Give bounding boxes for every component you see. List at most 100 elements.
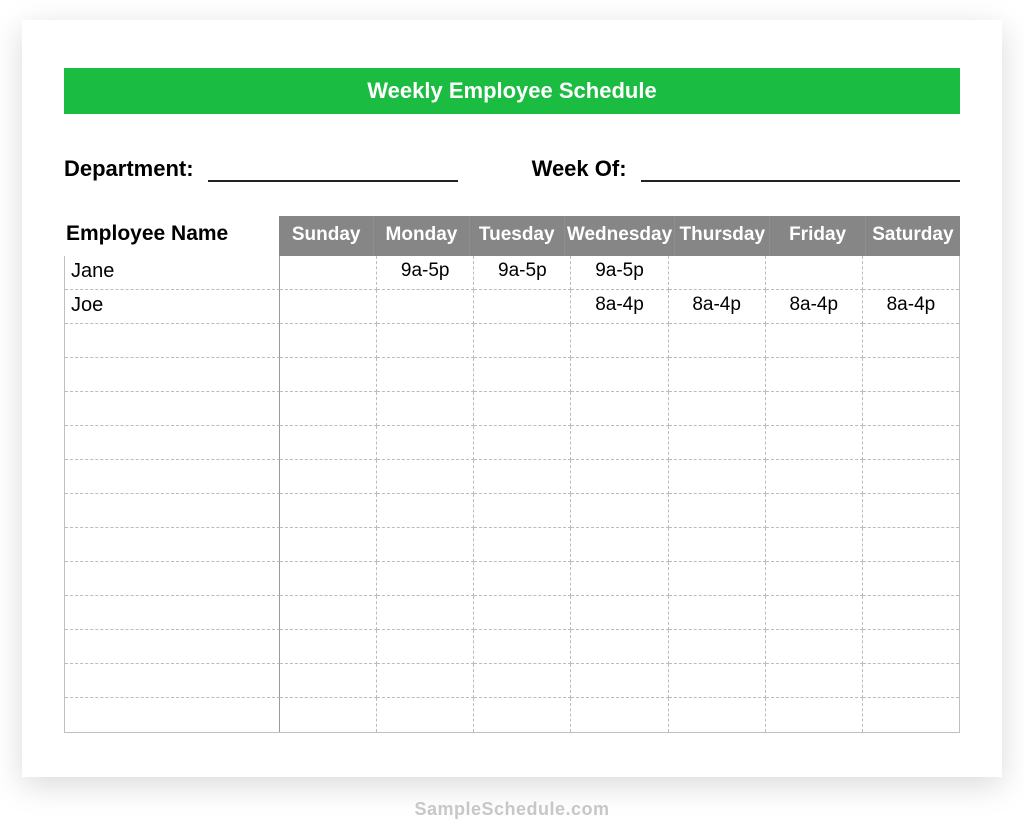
schedule-cell[interactable] <box>377 596 474 630</box>
schedule-cell[interactable] <box>669 664 766 698</box>
schedule-cell[interactable]: 8a-4p <box>863 290 959 324</box>
employee-name-cell[interactable] <box>65 494 280 528</box>
schedule-cell[interactable] <box>571 392 668 426</box>
schedule-cell[interactable] <box>863 494 959 528</box>
schedule-cell[interactable] <box>280 664 377 698</box>
schedule-cell[interactable] <box>474 562 571 596</box>
schedule-cell[interactable] <box>863 698 959 732</box>
employee-name-cell[interactable] <box>65 426 280 460</box>
schedule-cell[interactable] <box>377 324 474 358</box>
schedule-cell[interactable] <box>669 698 766 732</box>
employee-name-cell[interactable] <box>65 698 280 732</box>
schedule-cell[interactable]: 9a-5p <box>377 256 474 290</box>
schedule-cell[interactable] <box>280 392 377 426</box>
schedule-cell[interactable] <box>474 494 571 528</box>
schedule-cell[interactable] <box>377 426 474 460</box>
schedule-cell[interactable] <box>863 460 959 494</box>
employee-name-cell[interactable] <box>65 392 280 426</box>
employee-name-cell[interactable]: Joe <box>65 290 280 324</box>
schedule-cell[interactable] <box>377 290 474 324</box>
schedule-cell[interactable] <box>863 426 959 460</box>
schedule-cell[interactable] <box>669 426 766 460</box>
schedule-cell[interactable]: 8a-4p <box>669 290 766 324</box>
employee-name-cell[interactable] <box>65 596 280 630</box>
schedule-cell[interactable] <box>280 596 377 630</box>
schedule-cell[interactable] <box>571 494 668 528</box>
schedule-cell[interactable] <box>766 426 863 460</box>
schedule-cell[interactable] <box>766 664 863 698</box>
schedule-cell[interactable] <box>863 324 959 358</box>
schedule-cell[interactable] <box>474 324 571 358</box>
schedule-cell[interactable] <box>377 494 474 528</box>
schedule-cell[interactable] <box>766 562 863 596</box>
schedule-cell[interactable] <box>863 664 959 698</box>
schedule-cell[interactable] <box>766 494 863 528</box>
schedule-cell[interactable] <box>766 698 863 732</box>
schedule-cell[interactable] <box>377 358 474 392</box>
employee-name-cell[interactable]: Jane <box>65 256 280 290</box>
employee-name-cell[interactable] <box>65 562 280 596</box>
schedule-cell[interactable] <box>766 528 863 562</box>
schedule-cell[interactable] <box>280 358 377 392</box>
schedule-cell[interactable] <box>863 630 959 664</box>
schedule-cell[interactable] <box>474 460 571 494</box>
schedule-cell[interactable] <box>280 324 377 358</box>
schedule-cell[interactable] <box>377 630 474 664</box>
week-of-field[interactable] <box>641 158 960 182</box>
schedule-cell[interactable] <box>669 392 766 426</box>
schedule-cell[interactable] <box>377 664 474 698</box>
schedule-cell[interactable] <box>280 528 377 562</box>
employee-name-cell[interactable] <box>65 630 280 664</box>
schedule-cell[interactable]: 8a-4p <box>766 290 863 324</box>
schedule-cell[interactable] <box>377 562 474 596</box>
employee-name-cell[interactable] <box>65 324 280 358</box>
employee-name-cell[interactable] <box>65 664 280 698</box>
schedule-cell[interactable] <box>766 358 863 392</box>
schedule-cell[interactable] <box>863 358 959 392</box>
schedule-cell[interactable] <box>766 392 863 426</box>
schedule-cell[interactable] <box>571 630 668 664</box>
schedule-cell[interactable] <box>669 630 766 664</box>
schedule-cell[interactable] <box>377 392 474 426</box>
schedule-cell[interactable] <box>766 460 863 494</box>
schedule-cell[interactable] <box>863 256 959 290</box>
employee-name-cell[interactable] <box>65 460 280 494</box>
schedule-cell[interactable] <box>280 494 377 528</box>
schedule-cell[interactable] <box>766 324 863 358</box>
schedule-cell[interactable] <box>571 528 668 562</box>
schedule-cell[interactable] <box>571 324 668 358</box>
schedule-cell[interactable] <box>474 664 571 698</box>
schedule-cell[interactable] <box>280 698 377 732</box>
schedule-cell[interactable] <box>474 392 571 426</box>
schedule-cell[interactable] <box>863 562 959 596</box>
schedule-cell[interactable] <box>474 528 571 562</box>
schedule-cell[interactable] <box>669 460 766 494</box>
schedule-cell[interactable] <box>571 698 668 732</box>
schedule-cell[interactable] <box>571 358 668 392</box>
schedule-cell[interactable]: 9a-5p <box>571 256 668 290</box>
schedule-cell[interactable] <box>863 528 959 562</box>
schedule-cell[interactable] <box>280 562 377 596</box>
schedule-cell[interactable] <box>377 460 474 494</box>
schedule-cell[interactable]: 8a-4p <box>571 290 668 324</box>
schedule-cell[interactable] <box>766 256 863 290</box>
schedule-cell[interactable] <box>669 324 766 358</box>
schedule-cell[interactable] <box>571 562 668 596</box>
schedule-cell[interactable] <box>669 528 766 562</box>
schedule-cell[interactable] <box>863 392 959 426</box>
schedule-cell[interactable] <box>863 596 959 630</box>
employee-name-cell[interactable] <box>65 528 280 562</box>
schedule-cell[interactable] <box>571 664 668 698</box>
schedule-cell[interactable] <box>669 562 766 596</box>
schedule-cell[interactable] <box>280 290 377 324</box>
schedule-cell[interactable] <box>669 256 766 290</box>
schedule-cell[interactable] <box>377 698 474 732</box>
schedule-cell[interactable]: 9a-5p <box>474 256 571 290</box>
schedule-cell[interactable] <box>280 460 377 494</box>
schedule-cell[interactable] <box>280 630 377 664</box>
schedule-cell[interactable] <box>474 358 571 392</box>
schedule-cell[interactable] <box>474 630 571 664</box>
schedule-cell[interactable] <box>766 596 863 630</box>
schedule-cell[interactable] <box>571 596 668 630</box>
schedule-cell[interactable] <box>280 256 377 290</box>
